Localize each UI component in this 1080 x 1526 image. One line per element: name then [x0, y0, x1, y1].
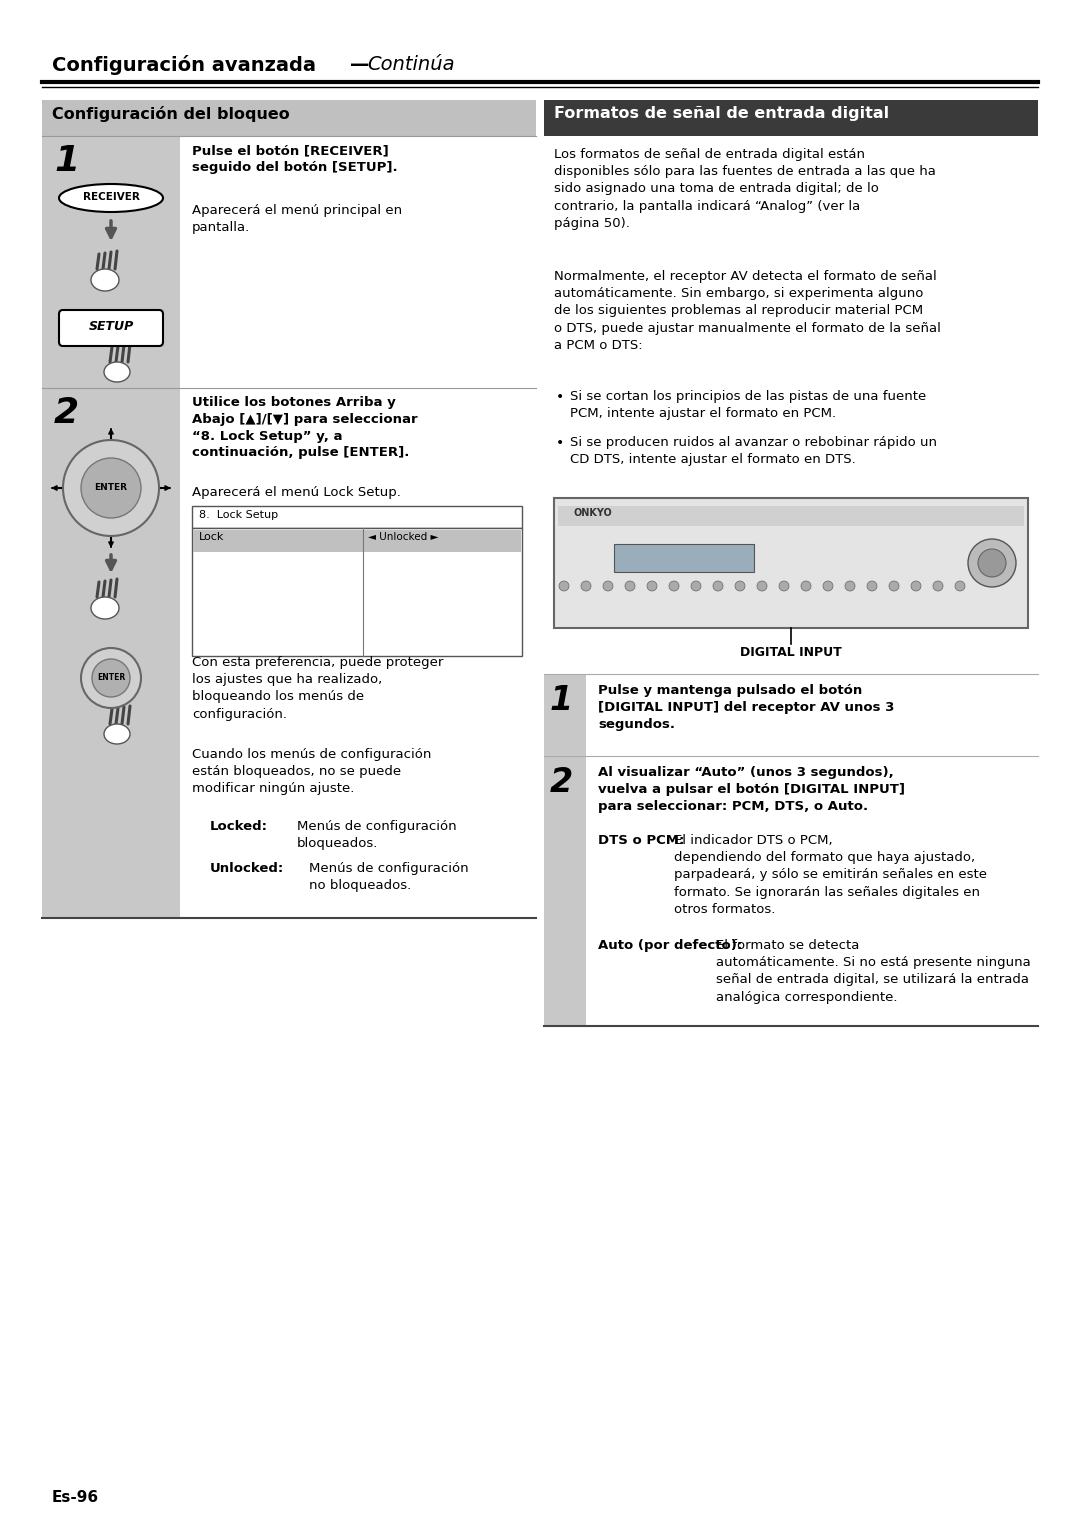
Text: Configuración avanzada: Configuración avanzada	[52, 55, 316, 75]
Circle shape	[92, 659, 130, 697]
Text: 8.  Lock Setup: 8. Lock Setup	[199, 510, 279, 520]
Text: Si se cortan los principios de las pistas de una fuente
PCM, intente ajustar el : Si se cortan los principios de las pista…	[570, 391, 927, 420]
Text: Menús de configuración
bloqueados.: Menús de configuración bloqueados.	[297, 819, 457, 850]
Circle shape	[933, 581, 943, 591]
Text: Menús de configuración
no bloqueados.: Menús de configuración no bloqueados.	[309, 862, 469, 893]
FancyBboxPatch shape	[59, 310, 163, 346]
Text: Normalmente, el receptor AV detecta el formato de señal
automáticamente. Sin emb: Normalmente, el receptor AV detecta el f…	[554, 270, 941, 353]
Text: Locked:: Locked:	[210, 819, 268, 833]
Text: 1: 1	[550, 684, 573, 717]
Bar	[554, 497, 1028, 629]
Text: Utilice los botones Arriba y
Abajo [▲]/[▼] para seleccionar
“8. Lock Setup” y, a: Utilice los botones Arriba y Abajo [▲]/[…	[192, 397, 418, 459]
Circle shape	[867, 581, 877, 591]
Ellipse shape	[104, 362, 130, 382]
Circle shape	[845, 581, 855, 591]
Circle shape	[713, 581, 723, 591]
Text: Pulse el botón [RECEIVER]
seguido del botón [SETUP].: Pulse el botón [RECEIVER] seguido del bo…	[192, 143, 397, 174]
Circle shape	[63, 439, 159, 536]
Text: —: —	[350, 55, 369, 73]
Bar	[42, 388, 180, 919]
Text: •: •	[556, 391, 564, 404]
Text: DIGITAL INPUT: DIGITAL INPUT	[740, 645, 842, 659]
Text: Unlocked:: Unlocked:	[210, 862, 284, 874]
Text: Configuración del bloqueo: Configuración del bloqueo	[52, 105, 289, 122]
Circle shape	[559, 581, 569, 591]
Bar	[193, 530, 521, 552]
Circle shape	[691, 581, 701, 591]
Circle shape	[81, 649, 141, 708]
Text: El indicador DTS o PCM,
dependiendo del formato que haya ajustado,
parpadeará, y: El indicador DTS o PCM, dependiendo del …	[674, 835, 987, 916]
Circle shape	[581, 581, 591, 591]
Circle shape	[647, 581, 657, 591]
Text: Si se producen ruidos al avanzar o rebobinar rápido un
CD DTS, intente ajustar e: Si se producen ruidos al avanzar o rebob…	[570, 436, 937, 467]
Bar	[192, 507, 522, 528]
Circle shape	[912, 581, 921, 591]
Ellipse shape	[104, 723, 130, 745]
Circle shape	[955, 581, 966, 591]
Ellipse shape	[91, 269, 119, 291]
Text: SETUP: SETUP	[89, 320, 134, 334]
Text: 2: 2	[550, 766, 573, 800]
Text: Aparecerá el menú Lock Setup.: Aparecerá el menú Lock Setup.	[192, 485, 401, 499]
Text: RECEIVER: RECEIVER	[82, 192, 139, 201]
Text: •: •	[556, 436, 564, 450]
Bar	[544, 101, 1038, 136]
Text: Auto (por defecto):: Auto (por defecto):	[598, 938, 742, 952]
Bar	[544, 755, 586, 1025]
Text: Los formatos de señal de entrada digital están
disponibles sólo para las fuentes: Los formatos de señal de entrada digital…	[554, 148, 936, 230]
Bar	[544, 674, 586, 755]
Text: Aparecerá el menú principal en
pantalla.: Aparecerá el menú principal en pantalla.	[192, 204, 402, 233]
Ellipse shape	[59, 185, 163, 212]
Text: ONKYO: ONKYO	[573, 508, 612, 517]
Text: ◄ Unlocked ►: ◄ Unlocked ►	[368, 533, 438, 542]
Text: 1: 1	[54, 143, 79, 179]
Text: Con esta preferencia, puede proteger
los ajustes que ha realizado,
bloqueando lo: Con esta preferencia, puede proteger los…	[192, 656, 444, 720]
Text: Lock: Lock	[199, 533, 225, 542]
Bar	[42, 101, 536, 136]
Text: Formatos de señal de entrada digital: Formatos de señal de entrada digital	[554, 105, 889, 121]
Text: Cuando los menús de configuración
están bloqueados, no se puede
modificar ningún: Cuando los menús de configuración están …	[192, 748, 431, 795]
Text: DTS o PCM:: DTS o PCM:	[598, 835, 685, 847]
Text: El formato se detecta
automáticamente. Si no está presente ninguna
señal de entr: El formato se detecta automáticamente. S…	[716, 938, 1030, 1004]
Circle shape	[735, 581, 745, 591]
Circle shape	[669, 581, 679, 591]
Text: Al visualizar “Auto” (unos 3 segundos),
vuelva a pulsar el botón [DIGITAL INPUT]: Al visualizar “Auto” (unos 3 segundos), …	[598, 766, 905, 813]
Text: ENTER: ENTER	[95, 482, 127, 491]
Circle shape	[801, 581, 811, 591]
Circle shape	[889, 581, 899, 591]
Circle shape	[978, 549, 1005, 577]
Bar	[558, 507, 1024, 526]
Text: Continúa: Continúa	[367, 55, 455, 73]
Circle shape	[757, 581, 767, 591]
Text: Pulse y mantenga pulsado el botón
[DIGITAL INPUT] del receptor AV unos 3
segundo: Pulse y mantenga pulsado el botón [DIGIT…	[598, 684, 894, 731]
Text: 2: 2	[54, 397, 79, 430]
Text: Es-96: Es-96	[52, 1489, 99, 1505]
Circle shape	[603, 581, 613, 591]
Circle shape	[779, 581, 789, 591]
Ellipse shape	[91, 597, 119, 620]
Bar	[615, 543, 754, 572]
Circle shape	[968, 539, 1016, 588]
Circle shape	[823, 581, 833, 591]
Circle shape	[81, 458, 141, 517]
Text: ENTER: ENTER	[97, 673, 125, 682]
Bar	[42, 136, 180, 388]
Circle shape	[625, 581, 635, 591]
Bar	[192, 528, 522, 656]
